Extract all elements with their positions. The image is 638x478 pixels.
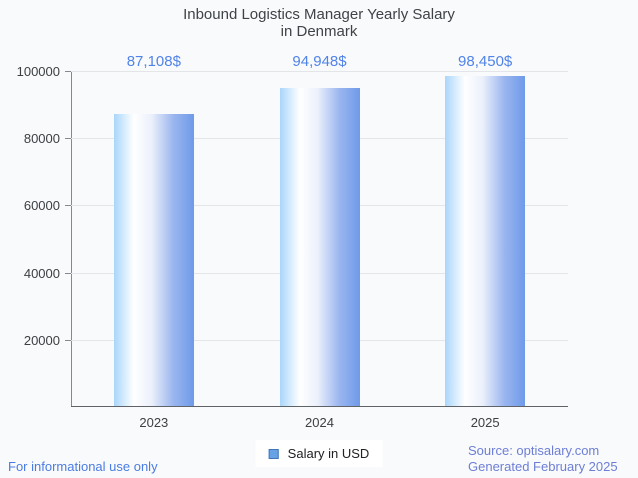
bar xyxy=(113,114,194,407)
x-axis-label: 2024 xyxy=(305,415,334,430)
bar-value-label: 98,450$ xyxy=(458,53,513,70)
y-axis-label: 100000 xyxy=(16,64,60,79)
y-axis-tick xyxy=(65,272,71,274)
bar-value-label: 87,108$ xyxy=(126,53,181,70)
legend: Salary in USD xyxy=(255,440,383,467)
legend-swatch-icon xyxy=(268,448,279,459)
bar-value-label: 94,948$ xyxy=(292,53,347,70)
y-axis-label: 20000 xyxy=(23,332,60,348)
y-axis-tick xyxy=(65,339,71,341)
bar xyxy=(279,87,360,407)
chart-title: Inbound Logistics Manager Yearly Salary … xyxy=(0,6,638,40)
y-axis-line xyxy=(71,71,72,407)
y-axis-tick xyxy=(65,138,71,140)
gridline xyxy=(71,71,568,72)
plot-area xyxy=(71,71,568,407)
generated-text: Generated February 2025 xyxy=(468,459,618,474)
legend-label: Salary in USD xyxy=(287,446,370,461)
y-axis-label: 80000 xyxy=(23,131,60,147)
y-axis-label: 60000 xyxy=(23,198,60,214)
chart-title-line2: in Denmark xyxy=(280,23,358,40)
source-block: Source: optisalary.com Generated Februar… xyxy=(468,443,618,475)
y-axis-tick xyxy=(65,205,71,207)
y-axis-label: 40000 xyxy=(23,265,60,281)
source-text: Source: optisalary.com xyxy=(468,443,600,458)
x-axis-label: 2023 xyxy=(139,415,169,430)
x-axis-label: 2025 xyxy=(470,415,500,430)
x-axis-line xyxy=(71,406,568,407)
disclaimer-text: For informational use only xyxy=(8,459,158,474)
chart-title-line1: Inbound Logistics Manager Yearly Salary xyxy=(183,6,455,23)
y-axis-tick xyxy=(65,71,71,72)
bar xyxy=(445,76,526,407)
